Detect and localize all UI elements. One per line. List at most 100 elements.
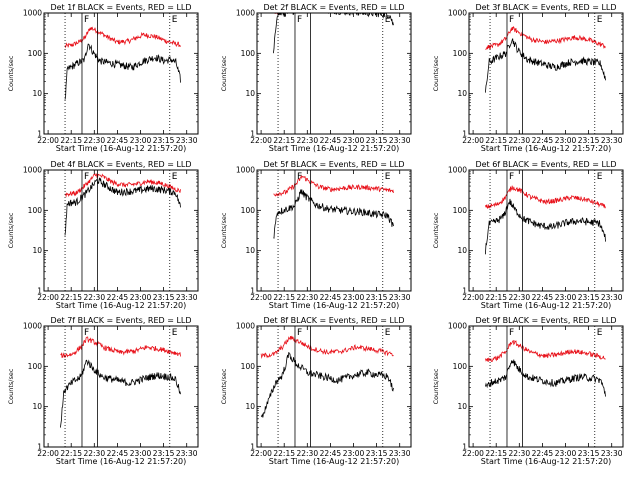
x-tick-label: 22:00: [37, 136, 59, 145]
y-tick-label: 10: [32, 402, 42, 411]
x-tick-label: 22:00: [37, 293, 59, 302]
marker-label-e: E: [597, 328, 603, 338]
plot-frame: [468, 325, 624, 448]
x-tick-label: 22:45: [107, 449, 129, 458]
plot-frame: [256, 169, 412, 292]
panel-title: Det 7f BLACK = Events, RED = LLD: [50, 316, 191, 325]
x-tick-label: 22:00: [462, 293, 484, 302]
y-tick-label: 1000: [236, 322, 255, 331]
y-tick-label: 1: [250, 443, 255, 452]
marker-label-e: E: [172, 328, 178, 338]
y-axis-label: Counts/sec: [7, 55, 15, 91]
series-events-line: [64, 177, 181, 236]
panel-title: Det 1f BLACK = Events, RED = LLD: [50, 3, 191, 12]
x-tick-label: 22:15: [60, 449, 82, 458]
x-tick-label: 23:00: [555, 449, 577, 458]
series-lld-line: [60, 336, 181, 359]
y-tick-label: 10: [245, 402, 255, 411]
panel-det-5: Det 5f BLACK = Events, RED = LLD F E 1 10 100…: [220, 160, 412, 310]
y-tick-label: 100: [241, 362, 256, 371]
series-events-line: [64, 43, 181, 100]
x-tick-label: 22:30: [508, 136, 530, 145]
panel-det-4: Det 4f BLACK = Events, RED = LLD F E 1 10 100…: [7, 160, 199, 310]
x-tick-label: 22:15: [485, 136, 507, 145]
marker-label-f: F: [297, 15, 302, 25]
panel-title: Det 2f BLACK = Events, RED = LLD: [263, 3, 404, 12]
x-tick-label: 23:15: [366, 293, 388, 302]
y-axis-label: Counts/sec: [220, 212, 228, 248]
y-tick-label: 100: [28, 362, 43, 371]
x-axis-label: Start Time (16-Aug-12 21:57:20): [56, 457, 187, 466]
x-tick-label: 23:30: [601, 136, 623, 145]
x-tick-label: 22:45: [532, 136, 554, 145]
series-lld-line: [64, 26, 181, 49]
x-tick-label: 22:15: [60, 293, 82, 302]
marker-label-f: F: [509, 15, 514, 25]
x-tick-label: 23:15: [366, 136, 388, 145]
panel-det-9: Det 9f BLACK = Events, RED = LLD F E 1 10 100…: [432, 316, 624, 466]
y-tick-label: 1: [462, 287, 467, 296]
series-lld-line: [273, 174, 394, 197]
panel-det-8: Det 8f BLACK = Events, RED = LLD F E 1 10 100…: [220, 316, 412, 466]
y-axis-label: Counts/sec: [432, 368, 440, 404]
series-events-line: [273, 13, 394, 54]
y-tick-label: 1: [37, 443, 42, 452]
y-tick-label: 10: [245, 89, 255, 98]
y-axis-label: Counts/sec: [432, 55, 440, 91]
plot-frame: [43, 12, 199, 135]
x-tick-label: 23:30: [176, 449, 198, 458]
x-tick-label: 22:00: [37, 449, 59, 458]
x-tick-label: 23:00: [343, 293, 365, 302]
x-tick-label: 22:30: [83, 136, 105, 145]
series-events-line: [60, 359, 181, 428]
y-tick-label: 100: [453, 362, 468, 371]
y-tick-label: 1: [250, 287, 255, 296]
x-tick-label: 22:15: [273, 136, 295, 145]
series-events-line: [260, 352, 394, 418]
y-tick-label: 100: [28, 206, 43, 215]
panel-det-6: Det 6f BLACK = Events, RED = LLD F E 1 10 100…: [432, 160, 624, 310]
x-axis-label: Start Time (16-Aug-12 21:57:20): [269, 144, 400, 153]
marker-label-f: F: [84, 15, 89, 25]
x-tick-label: 22:00: [250, 293, 272, 302]
y-tick-label: 1: [462, 443, 467, 452]
x-tick-label: 23:15: [578, 449, 600, 458]
y-tick-label: 1: [37, 130, 42, 139]
x-tick-label: 23:00: [130, 449, 152, 458]
plot-frame: [43, 169, 199, 292]
y-tick-label: 1000: [448, 9, 467, 18]
series-lld-line: [260, 335, 394, 359]
y-tick-label: 1000: [236, 9, 255, 18]
x-tick-label: 22:30: [296, 293, 318, 302]
series-lld-line: [485, 185, 606, 209]
panel-det-3: Det 3f BLACK = Events, RED = LLD F E 1 10 100…: [432, 3, 624, 153]
y-tick-label: 10: [32, 89, 42, 98]
y-tick-label: 10: [32, 246, 42, 255]
x-tick-label: 23:00: [343, 136, 365, 145]
panel-title: Det 3f BLACK = Events, RED = LLD: [475, 3, 616, 12]
x-tick-label: 22:45: [320, 136, 342, 145]
series-lld-line: [485, 339, 606, 363]
y-tick-label: 100: [453, 49, 468, 58]
y-tick-label: 100: [241, 206, 256, 215]
marker-label-f: F: [84, 328, 89, 338]
y-tick-label: 1: [37, 287, 42, 296]
x-tick-label: 22:00: [462, 449, 484, 458]
panel-title: Det 5f BLACK = Events, RED = LLD: [263, 160, 404, 169]
series-lld-line: [485, 26, 606, 50]
x-tick-label: 23:30: [176, 293, 198, 302]
plot-frame: [256, 12, 412, 135]
x-tick-label: 23:30: [389, 293, 411, 302]
y-tick-label: 10: [457, 402, 467, 411]
panel-title: Det 6f BLACK = Events, RED = LLD: [475, 160, 616, 169]
series-events-line: [273, 189, 394, 239]
y-tick-label: 1: [462, 130, 467, 139]
x-tick-label: 23:00: [130, 136, 152, 145]
y-tick-label: 1000: [23, 322, 42, 331]
x-tick-label: 22:00: [250, 136, 272, 145]
y-tick-label: 100: [453, 206, 468, 215]
panel-det-7: Det 7f BLACK = Events, RED = LLD F E 1 10 100…: [7, 316, 199, 466]
panel-title: Det 8f BLACK = Events, RED = LLD: [263, 316, 404, 325]
x-axis-label: Start Time (16-Aug-12 21:57:20): [56, 301, 187, 310]
